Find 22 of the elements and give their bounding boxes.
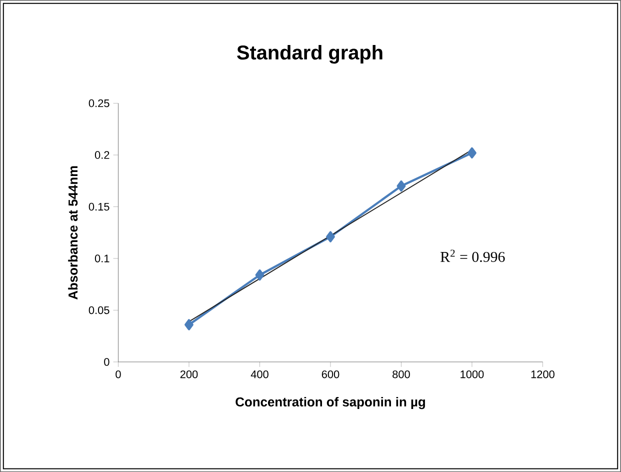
- x-tick-label: 200: [180, 370, 198, 378]
- point: [255, 269, 264, 280]
- x-tick-label: 600: [322, 370, 340, 378]
- x-tick-label: 0: [116, 370, 121, 378]
- x-tick-label: 800: [392, 370, 410, 378]
- x-tick-label: 1000: [460, 370, 484, 378]
- point: [396, 180, 406, 192]
- point: [184, 319, 194, 330]
- y-tick-label: 0.05: [88, 306, 110, 314]
- x-tick-label: 1200: [531, 370, 554, 378]
- y-tick-label: 0.15: [88, 202, 110, 211]
- point: [468, 147, 476, 158]
- y-axis-title: Absorbance at 544nm: [68, 166, 78, 300]
- x-axis-title: Concentration of saponin in µg: [236, 396, 425, 410]
- annotation: R$^{2}$ = 0.996: [440, 250, 505, 262]
- y-tick-label: 0: [104, 358, 110, 366]
- x-tick-label: 400: [250, 370, 268, 378]
- chart-title: Standard graph: [237, 44, 382, 64]
- y-tick-label: 0.1: [94, 254, 110, 262]
- y-tick-label: 0.25: [88, 99, 110, 108]
- point: [326, 231, 335, 242]
- y-tick-label: 0.2: [94, 151, 110, 159]
